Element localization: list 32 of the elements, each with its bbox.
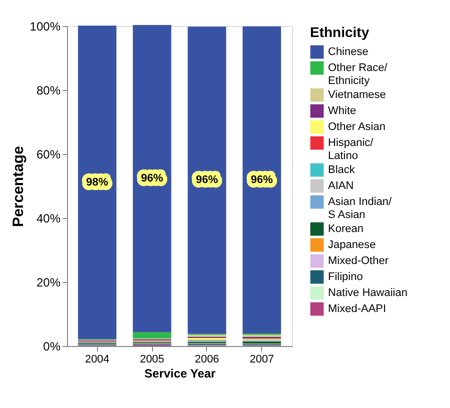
data-label: 96% xyxy=(250,174,274,186)
x-tick-label: 2005 xyxy=(140,354,164,366)
legend-label: Native Hawaiian xyxy=(328,287,408,299)
data-label: 96% xyxy=(196,174,218,186)
y-axis-title: Percentage xyxy=(10,146,27,227)
y-tick-label: 40% xyxy=(36,212,61,226)
y-tick-label: 20% xyxy=(36,276,61,290)
legend-label: AIAN xyxy=(328,180,354,192)
legend-label: Filipino xyxy=(328,271,363,283)
x-tick-label: 2007 xyxy=(250,354,274,366)
legend-label: Other Race/Ethnicity xyxy=(328,62,388,87)
legend-label: Japanese xyxy=(328,239,376,251)
y-tick-label: 80% xyxy=(36,84,61,98)
legend-label: Korean xyxy=(328,223,364,235)
legend-label: Other Asian xyxy=(328,121,386,133)
data-label: 98% xyxy=(86,176,108,188)
legend-title: Ethnicity xyxy=(310,24,370,40)
x-axis-title: Service Year xyxy=(144,366,216,380)
legend-label: Hispanic/Latino xyxy=(328,137,374,162)
legend-label: Chinese xyxy=(328,46,368,58)
y-tick-label: 60% xyxy=(36,148,61,162)
legend-label: Mixed-AAPI xyxy=(328,303,386,315)
x-tick-label: 2004 xyxy=(84,354,110,366)
legend-label: Vietnamese xyxy=(328,89,386,101)
legend-label: Mixed-Other xyxy=(328,255,389,267)
legend-label: White xyxy=(328,105,356,117)
y-tick-label: 100% xyxy=(30,20,61,34)
y-tick-label: 0% xyxy=(43,340,61,354)
data-label: 96% xyxy=(141,172,164,185)
legend-label: Asian Indian/S Asian xyxy=(328,196,393,221)
x-tick-label: 2006 xyxy=(194,354,220,366)
legend-label: Black xyxy=(328,164,356,176)
